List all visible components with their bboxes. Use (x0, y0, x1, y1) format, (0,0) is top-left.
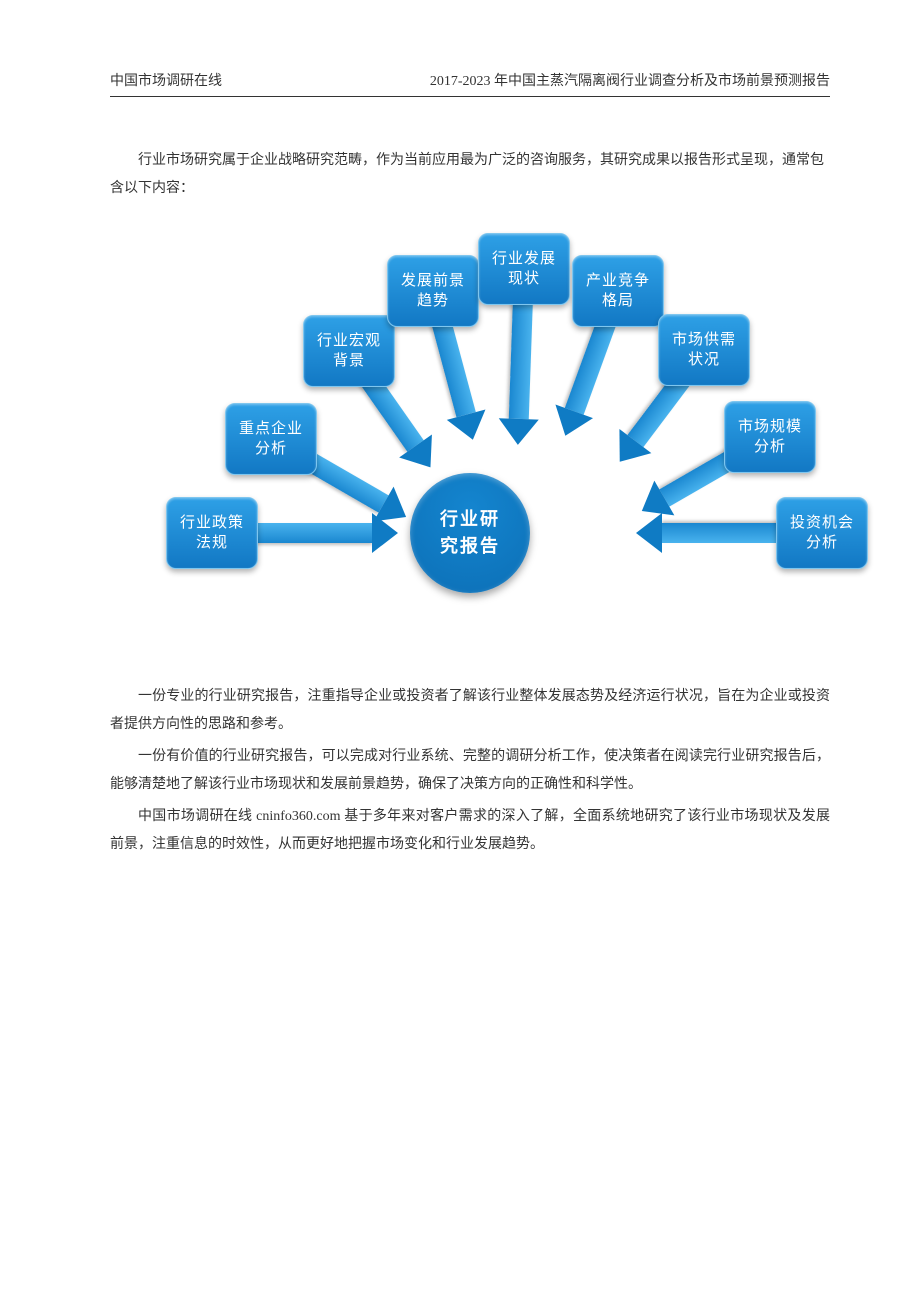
header-right: 2017-2023 年中国主蒸汽隔离阀行业调查分析及市场前景预测报告 (430, 70, 830, 90)
node-n6-line1: 产业竞争 (586, 271, 650, 291)
node-n2: 重点企业分析 (225, 403, 317, 475)
node-n4-line2: 趋势 (417, 291, 449, 311)
paragraph-1: 一份专业的行业研究报告，注重指导企业或投资者了解该行业整体发展态势及经济运行状况… (110, 683, 830, 739)
node-n7-line1: 市场供需 (672, 330, 736, 350)
paragraph-3: 中国市场调研在线 cninfo360.com 基于多年来对客户需求的深入了解，全… (110, 803, 830, 859)
node-n6-line2: 格局 (602, 291, 634, 311)
body-text: 一份专业的行业研究报告，注重指导企业或投资者了解该行业整体发展态势及经济运行状况… (110, 683, 830, 859)
page: 中国市场调研在线 2017-2023 年中国主蒸汽隔离阀行业调查分析及市场前景预… (0, 0, 920, 859)
node-n3-line2: 背景 (333, 351, 365, 371)
node-n4-line1: 发展前景 (401, 271, 465, 291)
radial-diagram: 行业研究报告行业政策法规重点企业分析行业宏观背景发展前景趋势行业发展现状产业竞争… (110, 213, 830, 653)
node-n5-line2: 现状 (508, 269, 540, 289)
center-label-1: 行业研 (440, 506, 500, 533)
node-n1-line2: 法规 (196, 533, 228, 553)
node-n9-line2: 分析 (806, 533, 838, 553)
node-n2-line1: 重点企业 (239, 419, 303, 439)
page-header: 中国市场调研在线 2017-2023 年中国主蒸汽隔离阀行业调查分析及市场前景预… (110, 70, 830, 97)
node-n2-line2: 分析 (255, 439, 287, 459)
node-n5: 行业发展现状 (478, 233, 570, 305)
node-n8: 市场规模分析 (724, 401, 816, 473)
node-n7: 市场供需状况 (658, 314, 750, 386)
intro-text: 行业市场研究属于企业战略研究范畴，作为当前应用最为广泛的咨询服务，其研究成果以报… (110, 147, 830, 203)
node-n9: 投资机会分析 (776, 497, 868, 569)
node-n8-line1: 市场规模 (738, 417, 802, 437)
node-n3: 行业宏观背景 (303, 315, 395, 387)
node-n7-line2: 状况 (688, 350, 720, 370)
node-n4: 发展前景趋势 (387, 255, 479, 327)
center-label-2: 究报告 (440, 533, 500, 560)
node-n6: 产业竞争格局 (572, 255, 664, 327)
center-circle: 行业研究报告 (410, 473, 530, 593)
node-n1-line1: 行业政策 (180, 513, 244, 533)
node-n9-line1: 投资机会 (790, 513, 854, 533)
node-n8-line2: 分析 (754, 437, 786, 457)
paragraph-2: 一份有价值的行业研究报告，可以完成对行业系统、完整的调研分析工作，使决策者在阅读… (110, 743, 830, 799)
node-n1: 行业政策法规 (166, 497, 258, 569)
header-left: 中国市场调研在线 (110, 70, 222, 90)
node-n5-line1: 行业发展 (492, 249, 556, 269)
node-n3-line1: 行业宏观 (317, 331, 381, 351)
